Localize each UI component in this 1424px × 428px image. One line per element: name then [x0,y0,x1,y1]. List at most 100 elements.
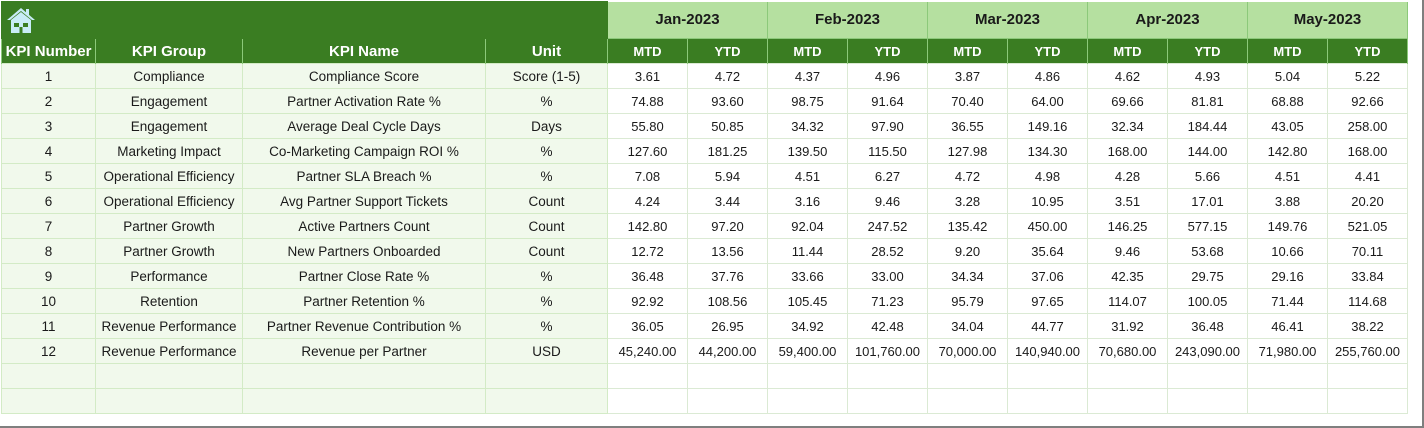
empty-cell[interactable] [242,363,486,389]
empty-cell[interactable] [1247,388,1328,414]
kpi-name-cell[interactable]: Partner Revenue Contribution % [242,313,486,339]
ytd-value-cell[interactable]: 168.00 [1327,138,1408,164]
ytd-value-cell[interactable]: 37.76 [687,263,768,289]
ytd-value-cell[interactable]: 134.30 [1007,138,1088,164]
ytd-value-cell[interactable]: 4.98 [1007,163,1088,189]
mtd-value-cell[interactable]: 4.62 [1087,63,1168,89]
empty-cell[interactable] [1327,363,1408,389]
empty-cell[interactable] [1087,363,1168,389]
mtd-value-cell[interactable]: 34.04 [927,313,1008,339]
empty-cell[interactable] [687,363,768,389]
kpi-number-cell[interactable]: 4 [1,138,96,164]
ytd-value-cell[interactable]: 258.00 [1327,113,1408,139]
unit-cell[interactable]: Count [485,188,608,214]
empty-cell[interactable] [847,363,928,389]
kpi-group-cell[interactable]: Retention [95,288,243,314]
unit-cell[interactable]: % [485,88,608,114]
col-header-ytd[interactable]: YTD [1327,38,1408,64]
mtd-value-cell[interactable]: 92.92 [607,288,688,314]
kpi-group-cell[interactable]: Revenue Performance [95,338,243,364]
kpi-name-cell[interactable]: Avg Partner Support Tickets [242,188,486,214]
mtd-value-cell[interactable]: 71.44 [1247,288,1328,314]
mtd-value-cell[interactable]: 34.92 [767,313,848,339]
mtd-value-cell[interactable]: 4.37 [767,63,848,89]
mtd-value-cell[interactable]: 114.07 [1087,288,1168,314]
empty-cell[interactable] [1247,363,1328,389]
kpi-group-cell[interactable]: Marketing Impact [95,138,243,164]
ytd-value-cell[interactable]: 36.48 [1167,313,1248,339]
ytd-value-cell[interactable]: 81.81 [1167,88,1248,114]
col-header-ytd[interactable]: YTD [847,38,928,64]
ytd-value-cell[interactable]: 28.52 [847,238,928,264]
kpi-name-cell[interactable]: Partner SLA Breach % [242,163,486,189]
mtd-value-cell[interactable]: 43.05 [1247,113,1328,139]
ytd-value-cell[interactable]: 4.93 [1167,63,1248,89]
unit-cell[interactable]: Count [485,238,608,264]
mtd-value-cell[interactable]: 42.35 [1087,263,1168,289]
kpi-number-cell[interactable]: 1 [1,63,96,89]
ytd-value-cell[interactable]: 91.64 [847,88,928,114]
empty-cell[interactable] [1007,388,1088,414]
empty-cell[interactable] [687,388,768,414]
mtd-value-cell[interactable]: 45,240.00 [607,338,688,364]
empty-cell[interactable] [927,363,1008,389]
ytd-value-cell[interactable]: 71.23 [847,288,928,314]
mtd-value-cell[interactable]: 142.80 [607,213,688,239]
mtd-value-cell[interactable]: 11.44 [767,238,848,264]
empty-cell[interactable] [607,363,688,389]
ytd-value-cell[interactable]: 26.95 [687,313,768,339]
ytd-value-cell[interactable]: 4.41 [1327,163,1408,189]
ytd-value-cell[interactable]: 44,200.00 [687,338,768,364]
unit-cell[interactable]: % [485,313,608,339]
mtd-value-cell[interactable]: 46.41 [1247,313,1328,339]
mtd-value-cell[interactable]: 68.88 [1247,88,1328,114]
kpi-name-cell[interactable]: Active Partners Count [242,213,486,239]
ytd-value-cell[interactable]: 577.15 [1167,213,1248,239]
kpi-name-cell[interactable]: Compliance Score [242,63,486,89]
ytd-value-cell[interactable]: 97.90 [847,113,928,139]
kpi-number-cell[interactable]: 10 [1,288,96,314]
ytd-value-cell[interactable]: 20.20 [1327,188,1408,214]
empty-cell[interactable] [242,388,486,414]
ytd-value-cell[interactable]: 53.68 [1167,238,1248,264]
empty-cell[interactable] [607,388,688,414]
mtd-value-cell[interactable]: 9.46 [1087,238,1168,264]
ytd-value-cell[interactable]: 70.11 [1327,238,1408,264]
kpi-group-cell[interactable]: Performance [95,263,243,289]
empty-cell[interactable] [1007,363,1088,389]
kpi-group-cell[interactable]: Operational Efficiency [95,188,243,214]
kpi-number-cell[interactable]: 8 [1,238,96,264]
unit-cell[interactable]: Days [485,113,608,139]
col-header-mtd[interactable]: MTD [927,38,1008,64]
empty-cell[interactable] [767,363,848,389]
empty-cell[interactable] [847,388,928,414]
ytd-value-cell[interactable]: 115.50 [847,138,928,164]
mtd-value-cell[interactable]: 4.51 [767,163,848,189]
col-header-mtd[interactable]: MTD [1247,38,1328,64]
empty-cell[interactable] [1167,388,1248,414]
mtd-value-cell[interactable]: 12.72 [607,238,688,264]
kpi-name-cell[interactable]: Partner Retention % [242,288,486,314]
unit-cell[interactable]: % [485,263,608,289]
mtd-value-cell[interactable]: 34.34 [927,263,1008,289]
col-header-ytd[interactable]: YTD [1167,38,1248,64]
mtd-value-cell[interactable]: 71,980.00 [1247,338,1328,364]
unit-cell[interactable]: % [485,288,608,314]
mtd-value-cell[interactable]: 149.76 [1247,213,1328,239]
mtd-value-cell[interactable]: 36.48 [607,263,688,289]
mtd-value-cell[interactable]: 34.32 [767,113,848,139]
ytd-value-cell[interactable]: 42.48 [847,313,928,339]
ytd-value-cell[interactable]: 33.84 [1327,263,1408,289]
ytd-value-cell[interactable]: 114.68 [1327,288,1408,314]
ytd-value-cell[interactable]: 97.20 [687,213,768,239]
ytd-value-cell[interactable]: 35.64 [1007,238,1088,264]
ytd-value-cell[interactable]: 10.95 [1007,188,1088,214]
kpi-number-cell[interactable]: 9 [1,263,96,289]
kpi-number-cell[interactable]: 7 [1,213,96,239]
ytd-value-cell[interactable]: 243,090.00 [1167,338,1248,364]
ytd-value-cell[interactable]: 92.66 [1327,88,1408,114]
ytd-value-cell[interactable]: 101,760.00 [847,338,928,364]
mtd-value-cell[interactable]: 7.08 [607,163,688,189]
mtd-value-cell[interactable]: 55.80 [607,113,688,139]
col-header-unit[interactable]: Unit [485,38,608,64]
